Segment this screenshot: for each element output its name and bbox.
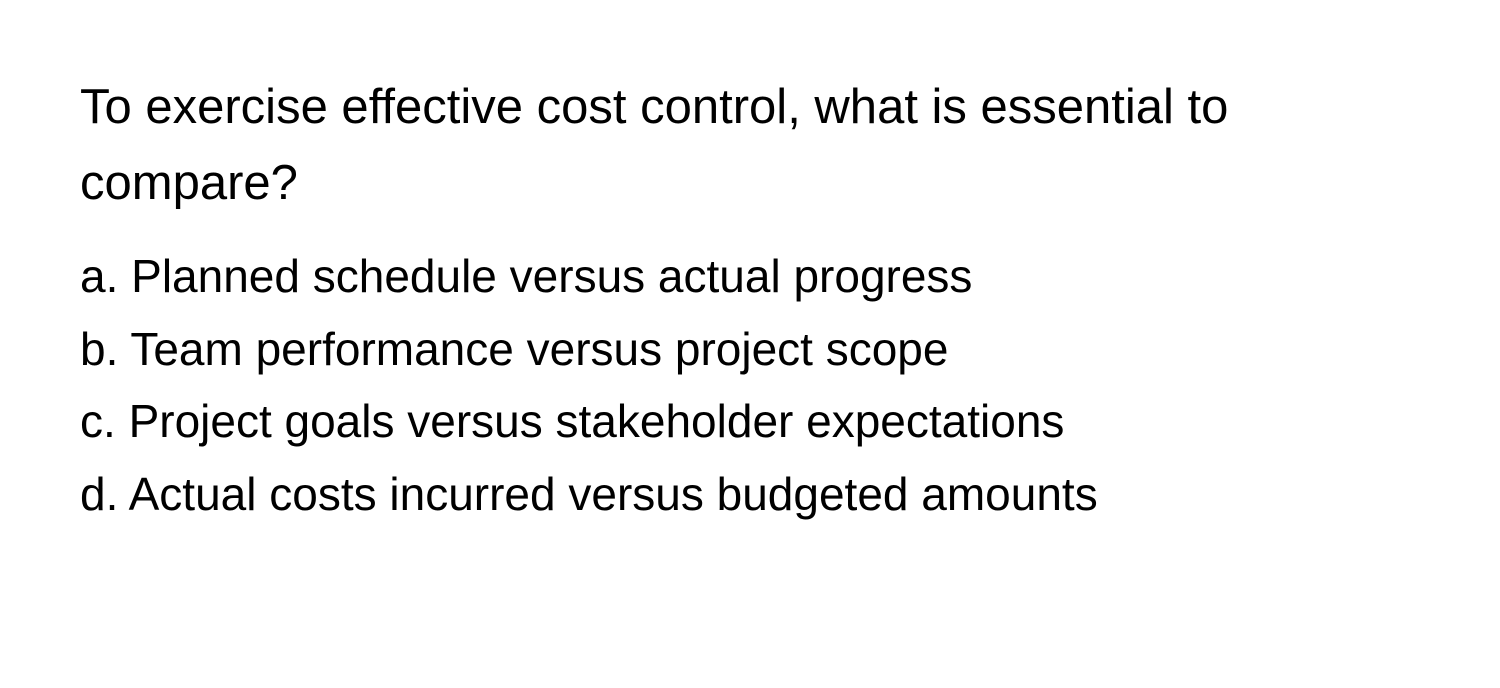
option-b-letter: b — [80, 323, 106, 375]
option-c-text: Project goals versus stakeholder expecta… — [129, 395, 1065, 447]
option-separator: . — [106, 250, 132, 302]
option-a-letter: a — [80, 250, 106, 302]
option-separator: . — [106, 323, 131, 375]
question-prompt: To exercise effective cost control, what… — [80, 70, 1420, 222]
option-c: c. Project goals versus stakeholder expe… — [80, 385, 1420, 458]
option-d-text: Actual costs incurred versus budgeted am… — [129, 468, 1098, 520]
option-a-text: Planned schedule versus actual progress — [131, 250, 972, 302]
option-c-letter: c — [80, 395, 103, 447]
option-a: a. Planned schedule versus actual progre… — [80, 240, 1420, 313]
option-separator: . — [103, 395, 129, 447]
option-b-text: Team performance versus project scope — [130, 323, 948, 375]
option-d-letter: d — [80, 468, 106, 520]
option-b: b. Team performance versus project scope — [80, 313, 1420, 386]
option-separator: . — [106, 468, 129, 520]
option-d: d. Actual costs incurred versus budgeted… — [80, 458, 1420, 531]
